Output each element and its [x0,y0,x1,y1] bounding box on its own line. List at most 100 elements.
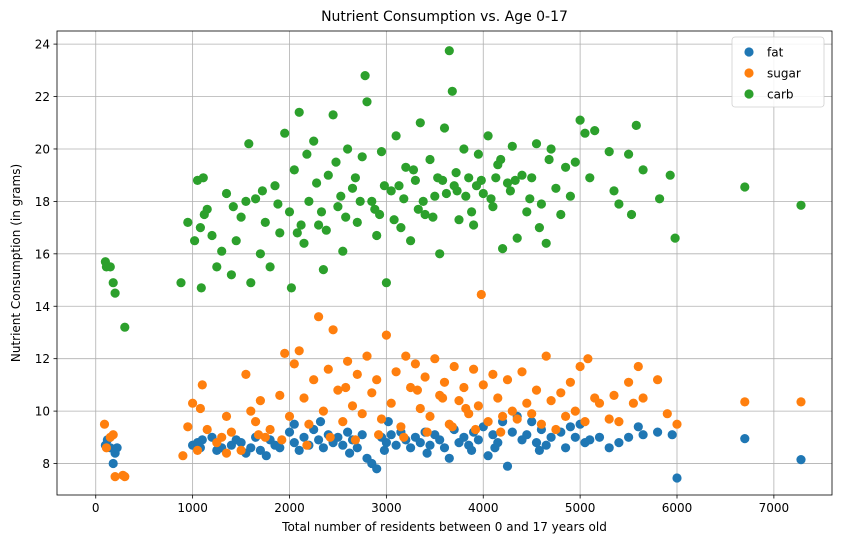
legend-marker-fat [744,47,754,57]
sugar-point [246,406,256,416]
fat-point [531,438,542,448]
carb-point [665,170,675,180]
carb-point [408,165,419,175]
legend-label-fat: fat [767,46,784,60]
carb-point [580,128,590,138]
fat-point [236,438,246,448]
fat-point [386,430,396,440]
plot-area-frame [56,30,833,496]
sugar-point [478,380,488,390]
sugar-point [277,435,287,445]
fat-point [541,440,551,450]
sugar-point [496,427,506,437]
fat-point [381,438,391,448]
carb-point [655,194,665,204]
y-axis-label: Nutrient Consumption (in grams) [9,164,23,362]
carb-point [265,262,275,272]
carb-point [314,220,324,230]
sugar-point [304,419,314,429]
carb-point [110,288,120,298]
carb-point [120,322,130,332]
carb-point [316,207,327,217]
carb-point [251,194,261,204]
carb-point [413,204,423,214]
carb-point [464,173,474,183]
fat-point [415,438,425,448]
sugar-point [470,424,481,435]
fat-point [255,445,265,455]
sugar-point [583,354,593,364]
carb-point [275,228,285,238]
sugar-point [333,385,343,395]
carb-point [376,147,387,157]
sugar-point [570,406,580,416]
fat-point [294,445,304,455]
sugar-point [439,377,450,387]
carb-point [108,278,118,288]
carb-point [551,183,561,193]
carb-point [375,209,385,220]
carb-point [433,173,443,183]
fat-point [594,432,605,442]
sugar-point [476,289,486,300]
carb-point [196,283,206,293]
fat-point [633,422,643,432]
carb-point [246,278,256,288]
fat-point [444,453,454,463]
sugar-point [473,401,483,411]
legend-marker-sugar [744,68,754,78]
sugar-point [101,443,111,453]
carb-point [105,262,115,272]
carb-point [367,196,377,206]
carb-point [488,202,498,212]
carb-point [391,131,401,141]
sugar-point [226,427,236,437]
fat-point [352,443,362,453]
fat-point [502,461,513,471]
sugar-point [376,414,387,424]
sugar-point [536,419,547,429]
sugar-point [527,409,537,419]
fat-point [318,443,328,453]
sugar-point [396,422,406,432]
sugar-point [624,377,634,387]
fat-point [338,440,348,450]
sugar-point [401,351,411,361]
carb-point [280,128,290,138]
sugar-point [410,359,420,369]
sugar-point [662,409,672,419]
carb-point [441,188,451,199]
carb-point [260,217,270,227]
sugar-point [195,403,205,414]
fat-point [570,432,580,442]
fat-point [315,417,326,427]
carb-point [399,194,409,204]
fat-point [284,427,295,437]
carb-point [228,202,238,212]
carb-point [352,217,362,227]
sugar-point [459,382,469,393]
axis-ticks: 0 1000 2000 3000 4000 5000 6000 7000 8 10 12 14 16 18… [35,38,789,515]
sugar-point [362,351,372,361]
fat-point [459,432,469,442]
carb-point [328,110,338,120]
y-tick-label: 12 [35,352,50,366]
sugar-point [284,411,295,421]
fat-point [585,435,595,445]
carb-point [505,186,515,196]
fat-point [614,438,624,448]
carb-point [212,262,222,272]
carb-point [575,115,585,125]
sugar-point [343,356,353,366]
sugar-point [236,445,246,455]
sugar-point [546,396,556,406]
carb-point [231,236,241,246]
carb-point [435,249,445,259]
sugar-point [328,325,338,335]
sugar-point [638,393,648,403]
fat-point [112,443,122,453]
carb-point [379,181,389,191]
sugar-point [357,409,367,419]
legend-box [731,36,825,108]
sugar-point [265,424,275,435]
